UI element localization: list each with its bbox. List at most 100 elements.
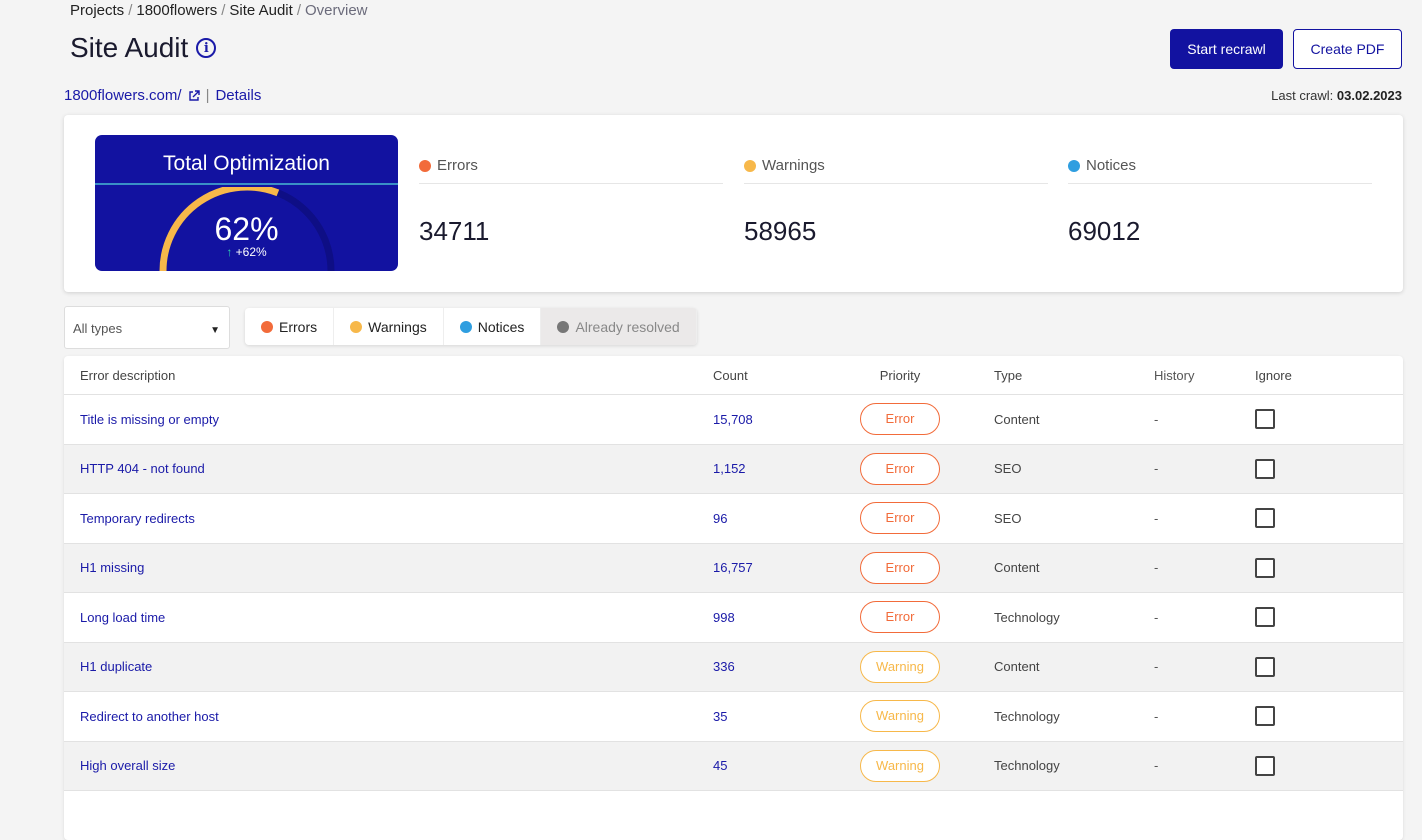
priority-badge: Error <box>860 452 940 485</box>
filter-warnings[interactable]: Warnings <box>334 308 444 345</box>
breadcrumb-site-audit[interactable]: Site Audit <box>229 2 293 19</box>
priority-badge: Warning <box>860 749 940 782</box>
stat-label: Warnings <box>762 157 825 174</box>
count-link[interactable]: 15,708 <box>713 411 753 427</box>
stat-label: Notices <box>1086 157 1137 174</box>
type-cell: Content <box>994 659 1040 675</box>
table-row: Title is missing or empty 15,708 Error C… <box>64 394 1403 444</box>
ignore-checkbox[interactable] <box>1255 706 1275 727</box>
ignore-checkbox[interactable] <box>1255 458 1275 479</box>
error-description-link[interactable]: Title is missing or empty <box>80 411 219 427</box>
stat-warnings: Warnings 58965 <box>744 157 1048 247</box>
optimization-value: 62% <box>214 211 279 247</box>
priority-badge: Error <box>860 601 940 634</box>
priority-filters: Errors Warnings Notices Already resolved <box>245 308 697 345</box>
last-crawl: Last crawl: 03.02.2023 <box>1271 88 1402 103</box>
table-row: Long load time 998 Error Technology - <box>64 592 1403 642</box>
notices-dot-icon <box>1068 159 1080 172</box>
history-cell: - <box>1154 659 1159 675</box>
total-optimization-card: Total Optimization 62% ↑ +62% <box>95 135 398 271</box>
create-pdf-button[interactable]: Create PDF <box>1293 29 1402 69</box>
type-cell: Content <box>994 411 1040 427</box>
type-select-value: All types <box>73 321 123 336</box>
count-link[interactable]: 998 <box>713 609 735 625</box>
ignore-checkbox[interactable] <box>1255 508 1275 529</box>
filter-label: Notices <box>477 318 525 335</box>
error-description-link[interactable]: H1 missing <box>80 560 145 576</box>
header-ignore: Ignore <box>1255 367 1292 383</box>
filter-notices[interactable]: Notices <box>443 308 542 345</box>
type-select[interactable]: All types ▼ <box>64 306 230 349</box>
page-title: Site Audit i <box>70 32 217 64</box>
breadcrumb: Projects/1800flowers / Site Audit / Overview <box>70 2 368 19</box>
divider: | <box>205 87 210 104</box>
table-row: H1 duplicate 336 Warning Content - <box>64 641 1403 691</box>
header-priority[interactable]: Priority <box>879 367 921 383</box>
error-description-link[interactable]: Long load time <box>80 609 166 625</box>
caret-down-icon: ▼ <box>210 325 220 336</box>
status-dot-icon <box>350 320 363 333</box>
details-link[interactable]: Details <box>215 87 262 104</box>
site-link-row: 1800flowers.com/ | Details <box>64 87 261 104</box>
error-description-link[interactable]: Redirect to another host <box>80 708 219 724</box>
optimization-title: Total Optimization <box>95 152 398 185</box>
priority-badge: Warning <box>860 700 940 733</box>
count-link[interactable]: 45 <box>713 758 728 774</box>
last-crawl-label: Last crawl: <box>1271 88 1334 103</box>
stat-errors: Errors 34711 <box>419 157 723 247</box>
breadcrumb-project[interactable]: 1800flowers <box>136 2 218 19</box>
error-description-link[interactable]: HTTP 404 - not found <box>80 461 205 477</box>
count-link[interactable]: 336 <box>713 659 735 675</box>
optimization-gauge <box>159 187 335 271</box>
table-row <box>64 790 1403 840</box>
history-cell: - <box>1154 708 1159 724</box>
stat-value: 34711 <box>419 216 490 246</box>
optimization-delta: ↑ +62% <box>95 245 398 259</box>
count-link[interactable]: 1,152 <box>713 461 746 477</box>
stat-value: 58965 <box>744 216 817 246</box>
breadcrumb-current: Overview <box>304 2 368 19</box>
stat-label: Errors <box>437 157 478 174</box>
history-cell: - <box>1154 461 1159 477</box>
filter-label: Errors <box>279 318 318 335</box>
table-header: Error description Count Priority Type Hi… <box>64 356 1403 394</box>
type-cell: SEO <box>994 461 1022 477</box>
ignore-checkbox[interactable] <box>1255 557 1275 578</box>
history-cell: - <box>1154 609 1159 625</box>
info-icon[interactable]: i <box>196 38 217 58</box>
breadcrumb-projects[interactable]: Projects <box>70 2 125 19</box>
gauge-fill <box>159 187 280 271</box>
priority-badge: Error <box>860 403 940 436</box>
start-recrawl-button[interactable]: Start recrawl <box>1170 29 1283 69</box>
header-history: History <box>1154 367 1195 383</box>
error-description-link[interactable]: H1 duplicate <box>80 659 153 675</box>
header-description: Error description <box>80 367 176 383</box>
filter-errors[interactable]: Errors <box>245 308 335 345</box>
filter-label: Already resolved <box>575 318 680 335</box>
stat-notices: Notices 69012 <box>1068 157 1372 247</box>
summary-card: Total Optimization 62% ↑ +62% Errors 3471… <box>64 115 1403 292</box>
header-type[interactable]: Type <box>994 367 1023 383</box>
table-row: HTTP 404 - not found 1,152 Error SEO - <box>64 443 1403 493</box>
header-count[interactable]: Count <box>713 367 748 383</box>
count-link[interactable]: 96 <box>713 510 728 526</box>
type-cell: SEO <box>994 510 1022 526</box>
count-link[interactable]: 35 <box>713 708 728 724</box>
count-link[interactable]: 16,757 <box>713 560 753 576</box>
external-link-icon[interactable] <box>188 89 200 102</box>
ignore-checkbox[interactable] <box>1255 755 1275 776</box>
type-cell: Technology <box>994 758 1060 774</box>
ignore-checkbox[interactable] <box>1255 656 1275 677</box>
error-description-link[interactable]: High overall size <box>80 758 176 774</box>
ignore-checkbox[interactable] <box>1255 409 1275 430</box>
error-description-link[interactable]: Temporary redirects <box>80 510 195 526</box>
site-url-link[interactable]: 1800flowers.com/ <box>64 87 182 104</box>
filter-already-resolved[interactable]: Already resolved <box>541 308 697 345</box>
priority-badge: Error <box>860 502 940 535</box>
type-cell: Technology <box>994 609 1060 625</box>
ignore-checkbox[interactable] <box>1255 607 1275 628</box>
type-cell: Content <box>994 560 1040 576</box>
delta-value: +62% <box>235 245 267 259</box>
priority-badge: Error <box>860 551 940 584</box>
stat-value: 69012 <box>1068 216 1141 246</box>
